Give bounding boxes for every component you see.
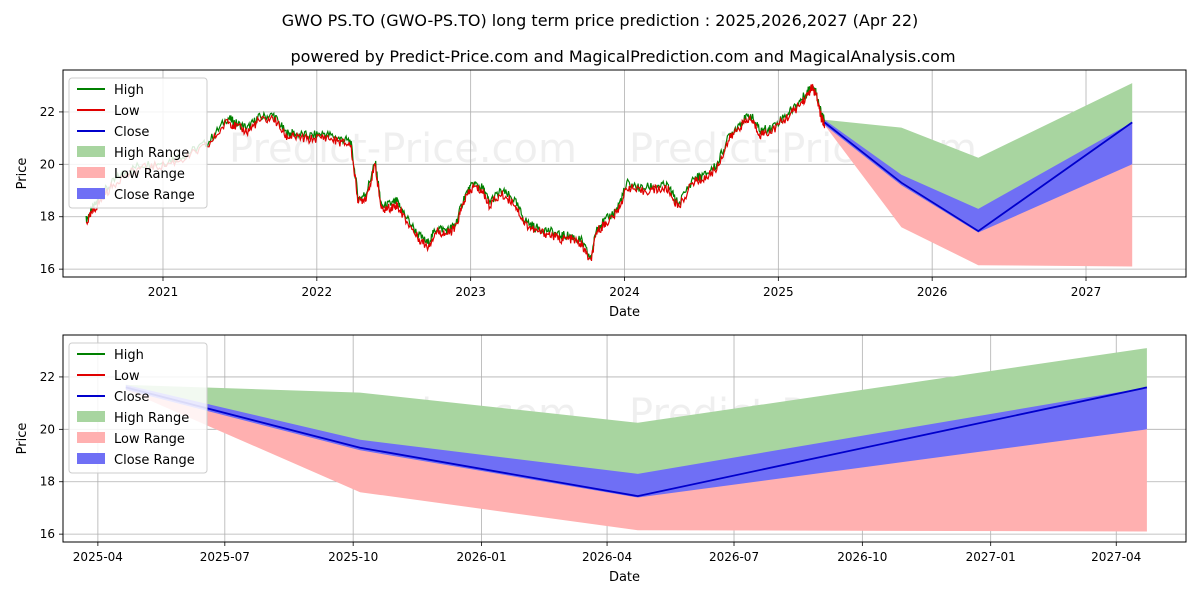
y-tick-label: 20: [40, 157, 55, 171]
legend-high-range-label: High Range: [114, 411, 189, 426]
x-tick-label: 2027-01: [966, 550, 1016, 564]
chart-title: GWO PS.TO (GWO-PS.TO) long term price pr…: [282, 11, 919, 30]
legend-low-range-swatch: [77, 432, 105, 443]
x-axis-label: Date: [609, 305, 640, 320]
legend-high-label: High: [114, 348, 144, 363]
legend-close-range-label: Close Range: [114, 188, 195, 203]
close-range-band: [125, 384, 1147, 498]
watermark-text: Predict-Price.com: [229, 126, 577, 172]
plot-area: [85, 83, 1133, 267]
x-tick-label: 2023: [455, 285, 486, 299]
legend-high-range-label: High Range: [114, 146, 189, 161]
legend-low-range-label: Low Range: [114, 432, 185, 447]
close-line: [823, 121, 1133, 233]
legend: High Low Close High Range Low Range Close Ran…: [68, 342, 208, 474]
x-tick-label: 2024: [609, 285, 640, 299]
x-tick-label: 2027-04: [1091, 550, 1141, 564]
legend-close-range-swatch: [77, 188, 105, 199]
legend-close-label: Close: [114, 390, 149, 405]
legend: High Low Close High Range Low Range Close Ran…: [68, 77, 208, 209]
y-tick-label: 16: [40, 527, 55, 541]
x-tick-label: 2025-04: [73, 550, 123, 564]
y-axis-label: Price: [15, 158, 30, 190]
legend-low-label: Low: [114, 369, 140, 384]
x-tick-label: 2026-01: [456, 550, 506, 564]
axes-frame: [62, 69, 1187, 278]
y-tick-label: 18: [40, 475, 55, 489]
x-tick-label: 2025-10: [328, 550, 378, 564]
x-tick-label: 2026: [917, 285, 948, 299]
x-tick-label: 2027: [1071, 285, 1102, 299]
x-tick-label: 2025-07: [200, 550, 250, 564]
plot-area: [125, 348, 1148, 532]
y-tick-label: 16: [40, 262, 55, 276]
legend-close-range-swatch: [77, 453, 105, 464]
close-range-band: [824, 119, 1133, 233]
legend-close-label: Close: [114, 125, 149, 140]
low-range-band: [824, 122, 1133, 267]
x-tick-label: 2026-04: [582, 550, 632, 564]
high-line: [85, 84, 826, 261]
close-line: [125, 386, 1148, 498]
x-tick-label: 2026-10: [837, 550, 887, 564]
x-tick-label: 2025: [763, 285, 794, 299]
bottom-panel: Predict-Price.comPredict-Price.com2025-0…: [15, 334, 1187, 585]
chart-subtitle: powered by Predict-Price.com and Magical…: [290, 47, 955, 66]
y-tick-label: 22: [40, 370, 55, 384]
legend-low-range-swatch: [77, 167, 105, 178]
low-range-band: [125, 387, 1147, 532]
x-tick-label: 2021: [148, 285, 179, 299]
legend-low-range-label: Low Range: [114, 167, 185, 182]
x-axis-label: Date: [609, 570, 640, 585]
y-axis-label: Price: [15, 423, 30, 455]
legend-high-range-swatch: [77, 411, 105, 422]
y-tick-label: 20: [40, 422, 55, 436]
y-tick-label: 18: [40, 210, 55, 224]
legend-high-label: High: [114, 83, 144, 98]
x-tick-label: 2022: [302, 285, 333, 299]
legend-close-range-label: Close Range: [114, 453, 195, 468]
axes-frame: [62, 334, 1187, 543]
low-line: [85, 83, 826, 261]
legend-low-label: Low: [114, 104, 140, 119]
x-tick-label: 2026-07: [709, 550, 759, 564]
legend-high-range-swatch: [77, 146, 105, 157]
y-tick-label: 22: [40, 105, 55, 119]
